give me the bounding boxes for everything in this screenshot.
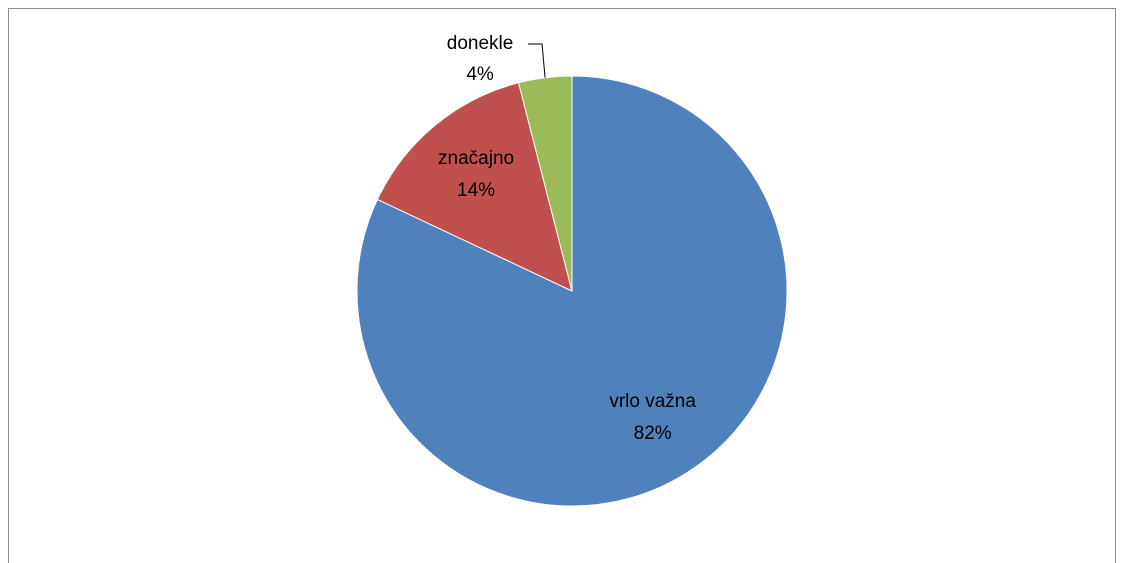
- slice-value-label: 82%: [634, 423, 672, 444]
- leader-line: [528, 43, 546, 78]
- slice-label: značajno: [438, 148, 514, 169]
- slice-label: vrlo važna: [609, 391, 696, 412]
- pie-slice: [517, 75, 573, 292]
- chart-frame: [8, 8, 1116, 563]
- pie-slice: [356, 75, 788, 507]
- slice-label: donekle: [447, 33, 514, 54]
- pie-slice: [376, 82, 573, 292]
- slice-value-label: 14%: [457, 180, 495, 201]
- slice-value-label: 4%: [466, 64, 494, 85]
